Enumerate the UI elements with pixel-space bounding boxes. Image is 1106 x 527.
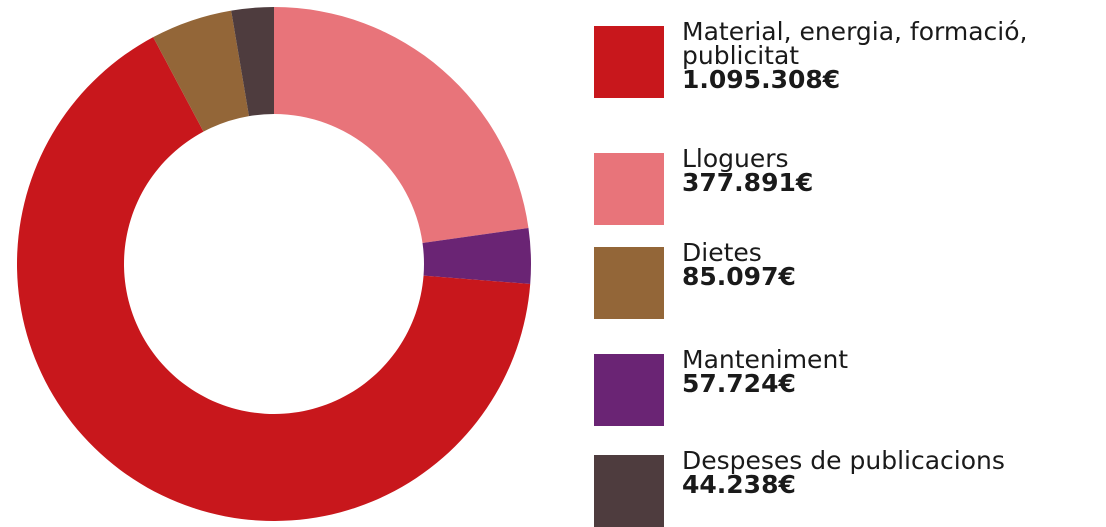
legend-label: Dietes — [682, 238, 762, 267]
legend-label: Material, energia, formació, publicitat — [682, 17, 1028, 70]
legend-text: Material, energia, formació, publicitat 1… — [682, 17, 1102, 94]
legend-text: Manteniment 57.724€ — [682, 345, 1102, 398]
legend-swatch — [594, 247, 664, 319]
value-label: 57.724€ — [682, 369, 796, 398]
donut-segment — [153, 10, 250, 132]
legend-label: Lloguers — [682, 144, 789, 173]
legend-swatch — [594, 455, 664, 527]
legend-label: Manteniment — [682, 345, 849, 374]
value-label: 85.097€ — [682, 262, 796, 291]
chart — [17, 7, 531, 521]
legend-swatch — [594, 153, 664, 225]
value-label: 44.238€ — [682, 470, 796, 499]
legend-text: Dietes 85.097€ — [682, 238, 1102, 291]
legend-text: Despeses de publicacions 44.238€ — [682, 446, 1102, 499]
value-label: 1.095.308€ — [682, 65, 841, 94]
legend-text: Lloguers 377.891€ — [682, 144, 1102, 197]
legend-swatch — [594, 354, 664, 426]
donut-segment — [231, 7, 274, 117]
donut-segment — [422, 227, 531, 284]
legend-label: Despeses de publicacions — [682, 446, 1005, 475]
donut-segment — [274, 7, 529, 243]
value-label: 377.891€ — [682, 168, 814, 197]
legend-swatch — [594, 26, 664, 98]
donut-segment — [17, 37, 531, 521]
